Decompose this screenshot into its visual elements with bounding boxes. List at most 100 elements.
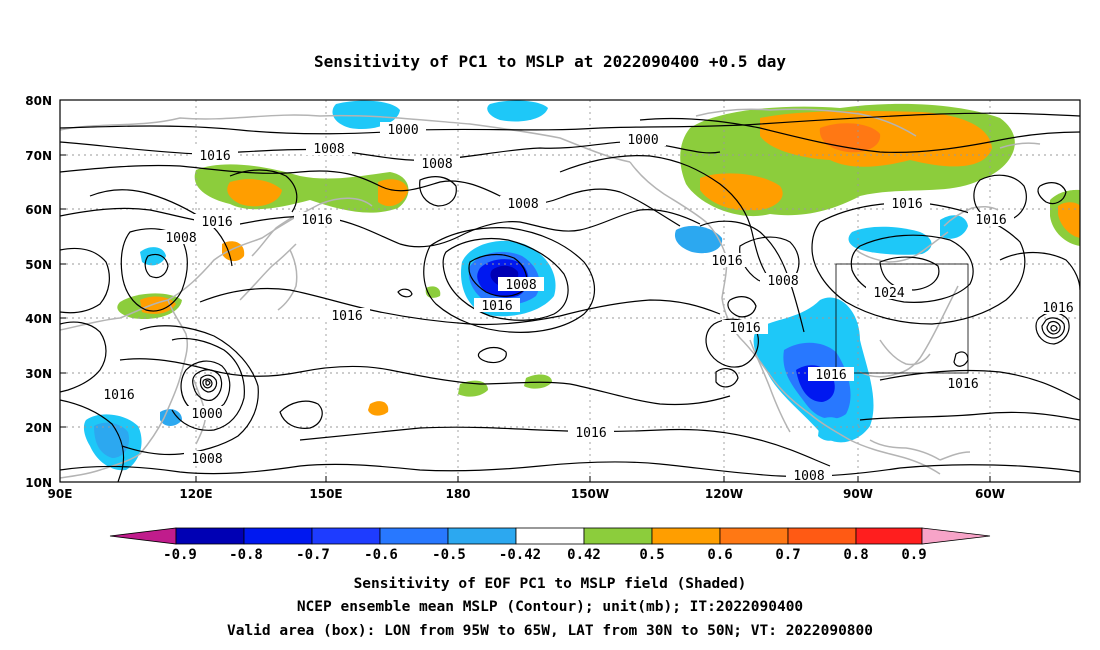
lon-label: 150W [571, 487, 609, 501]
lon-label: 90W [843, 487, 873, 501]
map-frame [59, 99, 1081, 483]
svg-text:1008: 1008 [313, 142, 344, 157]
contour-label: 1016 [294, 212, 340, 228]
negative-shading-hudson [848, 226, 932, 255]
colorbar: -0.9 -0.8 -0.7 -0.6 -0.5 -0.42 0.42 0.5 … [109, 527, 991, 563]
colorbar-label: 0.9 [901, 547, 926, 563]
colorbar-swatch [855, 527, 923, 545]
colorbar-label: -0.42 [499, 547, 541, 563]
svg-text:1008: 1008 [767, 274, 798, 289]
svg-text:1016: 1016 [815, 368, 846, 383]
contour-label: 1008 [184, 451, 230, 467]
svg-text:1008: 1008 [505, 278, 536, 293]
svg-text:1016: 1016 [575, 426, 606, 441]
colorbar-swatch [515, 527, 585, 545]
svg-text:1016: 1016 [331, 309, 362, 324]
colorbar-label: 0.6 [707, 547, 732, 563]
axis-ticks [60, 99, 991, 483]
svg-text:1008: 1008 [421, 157, 452, 172]
svg-text:1016: 1016 [301, 213, 332, 228]
colorbar-label: 0.7 [775, 547, 800, 563]
negative-shading-japan-sea [140, 247, 166, 266]
contour-label: 1016 [884, 196, 930, 212]
svg-text:1016: 1016 [975, 213, 1006, 228]
figure-title: Sensitivity of PC1 to MSLP at 2022090400… [314, 52, 786, 71]
svg-text:1008: 1008 [793, 469, 824, 484]
contour-label: 1016 [722, 320, 768, 336]
contour-label: 1008 [158, 230, 204, 246]
svg-text:1008: 1008 [507, 197, 538, 212]
contour-label: 1016 [1036, 300, 1080, 316]
contour-label: 1016 [968, 212, 1014, 228]
lat-label: 70N [25, 149, 52, 163]
caption-contour: NCEP ensemble mean MSLP (Contour); unit(… [297, 599, 803, 615]
contour-label: 1016 [192, 148, 238, 164]
contour-label: 1016 [704, 253, 750, 269]
longitude-labels: 90E 120E 150E 180 150W 120W 90W 60W [48, 487, 1005, 501]
svg-text:1016: 1016 [947, 377, 978, 392]
lat-label: 50N [25, 258, 52, 272]
contour-label: 1008 [498, 277, 544, 293]
svg-text:1008: 1008 [165, 231, 196, 246]
svg-text:1000: 1000 [191, 407, 222, 422]
contour-label: 1008 [500, 196, 546, 212]
caption-valid-area: Valid area (box): LON from 95W to 65W, L… [227, 623, 873, 639]
svg-text:1016: 1016 [729, 321, 760, 336]
svg-text:1016: 1016 [711, 254, 742, 269]
lat-label: 10N [25, 476, 52, 490]
negative-shading-arctic-2 [487, 100, 548, 122]
svg-text:1016: 1016 [199, 149, 230, 164]
contour-label: 1016 [808, 367, 854, 383]
lon-label: 120E [179, 487, 212, 501]
colorbar-label: -0.9 [163, 547, 197, 563]
contour-label: 1016 [940, 376, 986, 392]
lon-label: 90E [48, 487, 73, 501]
colorbar-label: -0.5 [432, 547, 466, 563]
contour-label: 1016 [324, 308, 370, 324]
colorbar-swatch [583, 527, 653, 545]
lat-label: 20N [25, 421, 52, 435]
negative-shading-south-china-sea-core [94, 422, 130, 458]
lat-label: 30N [25, 367, 52, 381]
negative-shading-philippine-sea [160, 409, 182, 426]
lon-label: 180 [445, 487, 470, 501]
contour-label: 1000 [184, 406, 230, 422]
colorbar-label: 0.8 [843, 547, 868, 563]
svg-text:1000: 1000 [387, 123, 418, 138]
colorbar-swatch [175, 527, 245, 545]
positive-shading-pacific-3 [368, 401, 389, 416]
contour-labels: 1000 1008 1016 1000 1008 1016 1016 1008 … [96, 122, 1080, 484]
contour-label: 1008 [414, 156, 460, 172]
colorbar-swatch [311, 527, 381, 545]
colorbar-label: -0.6 [364, 547, 398, 563]
positive-shading-labrador [700, 173, 783, 211]
lat-label: 80N [25, 94, 52, 108]
colorbar-swatch [787, 527, 857, 545]
lon-label: 150E [309, 487, 342, 501]
contour-label: 1008 [786, 469, 832, 484]
contour-label: 1016 [568, 425, 614, 441]
positive-shading-pacific-2 [458, 380, 488, 397]
colorbar-swatch [379, 527, 449, 545]
contour-label: 1008 [306, 141, 352, 157]
contour-label: 1016 [96, 387, 142, 403]
svg-text:1016: 1016 [481, 299, 512, 314]
contour-label: 1024 [866, 285, 912, 301]
colorbar-label: -0.8 [229, 547, 263, 563]
colorbar-high-triangle [921, 527, 991, 545]
lon-label: 120W [705, 487, 743, 501]
caption-shading: Sensitivity of EOF PC1 to MSLP field (Sh… [354, 576, 747, 592]
svg-text:1016: 1016 [201, 215, 232, 230]
svg-text:1016: 1016 [891, 197, 922, 212]
colorbar-label: 0.42 [567, 547, 601, 563]
lat-label: 60N [25, 203, 52, 217]
positive-shading-siberia-core [227, 179, 282, 207]
colorbar-swatch [719, 527, 789, 545]
svg-text:1016: 1016 [1042, 301, 1073, 316]
svg-text:1024: 1024 [873, 286, 904, 301]
latitude-labels: 80N 70N 60N 50N 40N 30N 20N 10N [25, 94, 52, 490]
svg-text:1000: 1000 [627, 133, 658, 148]
positive-shading-pacific-1 [524, 374, 552, 389]
mslp-contours [60, 112, 1080, 482]
